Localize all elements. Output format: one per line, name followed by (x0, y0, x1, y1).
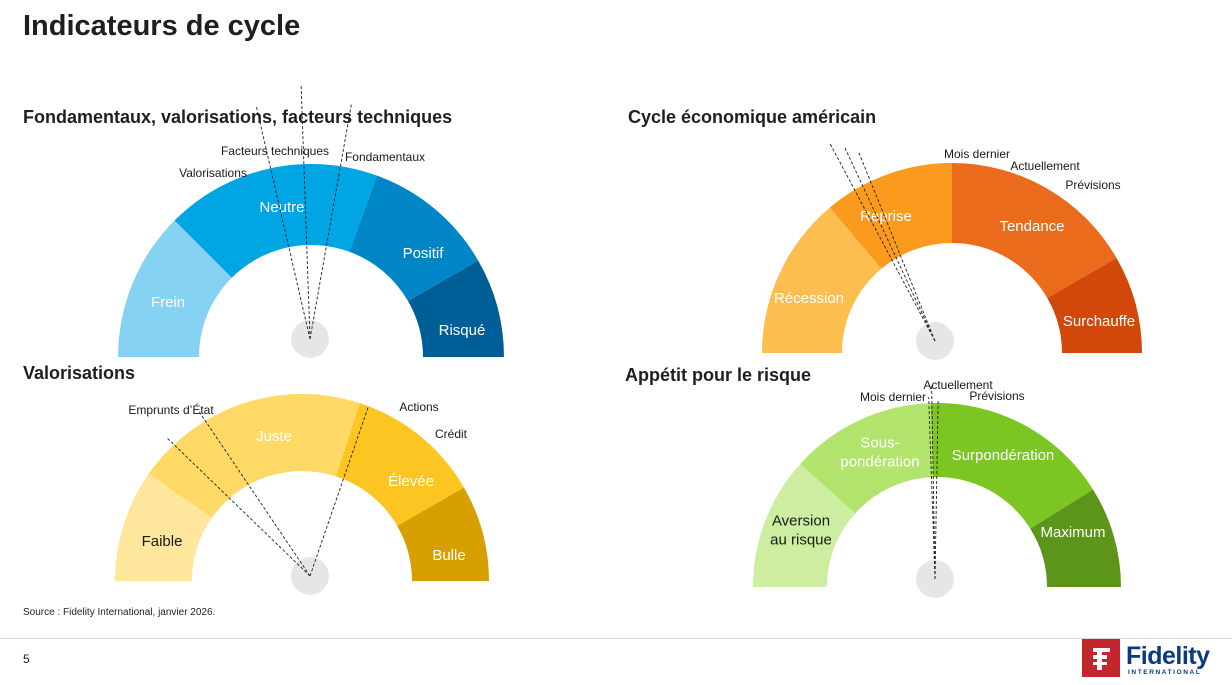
fidelity-logo: Fidelity INTERNATIONAL (1082, 638, 1212, 680)
segment-label-recession: Récession (774, 290, 844, 307)
page-title: Indicateurs de cycle (23, 10, 301, 42)
gauge-segment-tendance (952, 163, 1117, 298)
gauge-title-us-cycle: Cycle économique américain (628, 107, 877, 127)
pointer-line-emprunts-d-etat (309, 405, 370, 577)
pointer-label-previsions: Prévisions (1065, 178, 1120, 192)
segment-label-surponderation: Surpondération (952, 447, 1055, 464)
pointer-line-actions (197, 409, 311, 577)
fidelity-logo-word: Fidelity (1126, 642, 1210, 670)
pointer-label-mois-dernier: Mois dernier (860, 390, 926, 404)
fidelity-logo-subtext: INTERNATIONAL (1128, 669, 1202, 676)
gauge-segment-recession (762, 207, 882, 353)
gauge-segment-surponderation (930, 403, 1094, 529)
segment-label-elevee: Élevée (388, 473, 434, 490)
gauge-title-valuations: Valorisations (23, 363, 136, 383)
pointer-label-fondamentaux: Fondamentaux (345, 150, 425, 164)
gauge-segment-juste (148, 394, 360, 518)
pointer-line-fondamentaux (309, 102, 353, 340)
gauge-segment-risque (407, 260, 504, 357)
gauge-segment-elevee (335, 403, 464, 526)
pointer-line-facteurs-techniques (300, 84, 311, 340)
pointer-label-facteurs-techniques: Facteurs techniques (221, 144, 329, 158)
pointer-line-valorisations (255, 105, 311, 340)
gauge-segment-neutre (174, 164, 378, 278)
source-note: Source : Fidelity International, janvier… (23, 607, 216, 618)
segment-label-frein: Frein (151, 294, 185, 311)
segment-label-sous-ponderation: Sous-pondération (840, 435, 919, 471)
pointer-line-mois-dernier (934, 399, 939, 580)
gauge-segment-reprise (829, 163, 952, 269)
gauge-title-risk-appetite: Appétit pour le risque (625, 365, 812, 385)
segment-label-juste: Juste (256, 428, 292, 445)
pointer-label-actions: Actions (399, 400, 438, 414)
footer-divider (0, 638, 1232, 639)
pointer-line-previsions (828, 142, 936, 342)
pointer-label-valorisations: Valorisations (179, 166, 247, 180)
gauge-segment-aversion-au-risque (753, 463, 856, 587)
pointer-label-actuellement: Actuellement (1010, 159, 1080, 173)
pointer-label-actuellement: Actuellement (923, 378, 993, 392)
segment-label-bulle: Bulle (432, 547, 465, 564)
gauge-segment-sous-ponderation (800, 403, 934, 514)
segment-label-positif: Positif (403, 245, 445, 262)
page-number: 5 (23, 652, 30, 666)
gauge-segment-frein (118, 220, 232, 357)
pointer-label-previsions: Prévisions (969, 389, 1024, 403)
pointer-label-mois-dernier: Mois dernier (944, 147, 1010, 161)
gauge-segment-positif (349, 175, 479, 301)
pointer-label-emprunts-d-etat: Emprunts d’État (128, 402, 214, 417)
pointer-line-actuellement (843, 145, 936, 342)
pointer-line-credit (165, 436, 311, 577)
gauge-segment-bulle (397, 487, 489, 581)
gauge-segment-maximum (1030, 489, 1121, 587)
gauge-segment-surchauffe (1047, 258, 1142, 353)
segment-label-risque: Risqué (439, 322, 486, 339)
segment-label-surchauffe: Surchauffe (1063, 313, 1135, 330)
segment-label-faible: Faible (142, 533, 183, 550)
pointer-line-actuellement (931, 384, 936, 580)
segment-label-reprise: Reprise (860, 208, 912, 225)
pointer-line-mois-dernier (857, 150, 936, 342)
pointer-label-credit: Crédit (435, 427, 468, 441)
gauge-title-fundamentals: Fondamentaux, valorisations, facteurs te… (23, 107, 453, 127)
segment-label-maximum: Maximum (1040, 524, 1105, 541)
pointer-line-previsions (928, 397, 936, 580)
segment-label-tendance: Tendance (999, 218, 1064, 235)
fidelity-logo-mark-icon (1082, 639, 1120, 677)
gauge-segment-faible (115, 473, 212, 581)
segment-label-aversion-au-risque: Aversion au risque (770, 513, 832, 549)
segment-label-neutre: Neutre (259, 199, 304, 216)
